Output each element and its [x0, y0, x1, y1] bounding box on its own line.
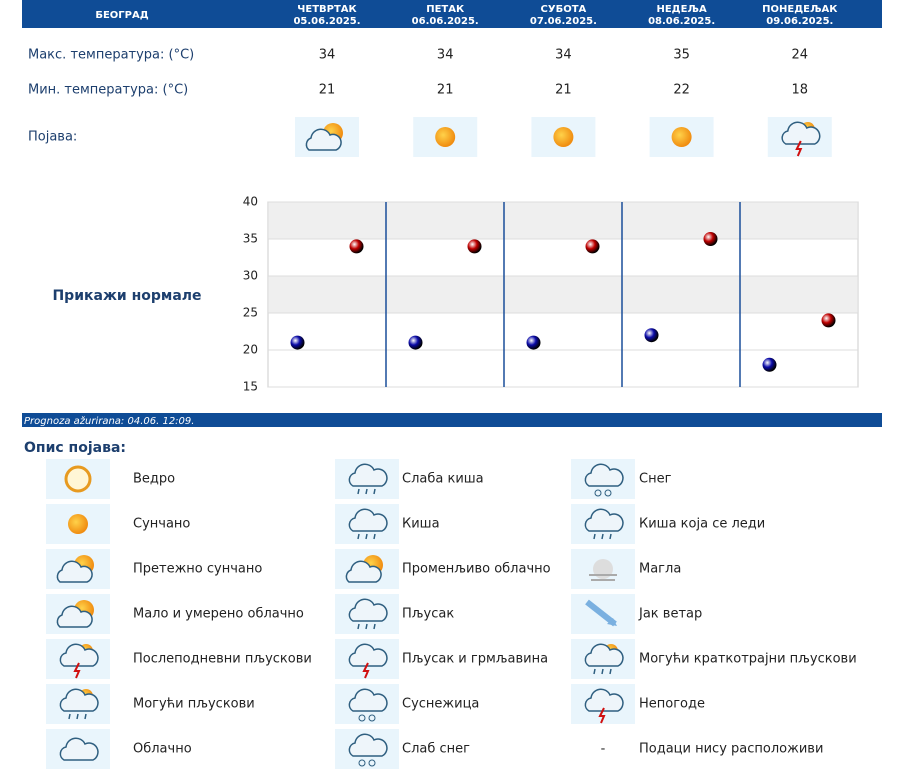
- updated: Prognoza ažurirana: 04.06. 12:09.: [24, 415, 194, 427]
- legend-label: Киша која се леди: [639, 517, 765, 532]
- footer-bar: [22, 413, 882, 427]
- legend-label: Пљусак: [402, 607, 454, 622]
- legend-label: Слаба киша: [402, 472, 484, 487]
- y-tick-label: 30: [243, 269, 258, 283]
- y-tick-label: 35: [243, 232, 258, 246]
- max-temp: 34: [319, 48, 336, 63]
- legend-label: Непогоде: [639, 697, 705, 712]
- min-temp: 22: [673, 83, 690, 98]
- day-date: 05.06.2025.: [293, 16, 360, 27]
- legend-label: Снег: [639, 472, 672, 487]
- legend-label: Сунчано: [133, 517, 190, 532]
- point: [526, 335, 541, 350]
- min-label: Мин. температура: (°C): [28, 83, 188, 98]
- point: [644, 328, 659, 343]
- max-label: Макс. температура: (°C): [28, 48, 194, 63]
- point: [408, 335, 423, 350]
- day-date: 08.06.2025.: [648, 16, 715, 27]
- legend-label: Слаб снег: [402, 742, 470, 757]
- grid-band: [269, 202, 857, 239]
- icon: [68, 514, 88, 534]
- legend-label: Послеподневни пљускови: [133, 652, 312, 667]
- point: [821, 313, 836, 328]
- min-temp: 21: [319, 83, 336, 98]
- header-bar: [22, 0, 882, 28]
- no-data-symbol: -: [601, 742, 606, 757]
- min-temp: 21: [437, 83, 454, 98]
- point: [585, 239, 600, 254]
- legend-label: Јак ветар: [638, 607, 702, 622]
- day-name: ЧЕТВРТАК: [297, 4, 357, 15]
- point: [467, 239, 482, 254]
- y-tick-label: 20: [243, 343, 258, 357]
- legend-label: Пљусак и грмљавина: [402, 652, 548, 667]
- legend-label: Магла: [639, 562, 681, 577]
- day-name: НЕДЕЉА: [656, 4, 706, 15]
- day-date: 09.06.2025.: [766, 16, 833, 27]
- icon: [553, 127, 574, 147]
- legend-label: Променљиво облачно: [402, 562, 551, 577]
- y-tick-label: 40: [243, 195, 258, 209]
- point: [762, 357, 777, 372]
- max-temp: 35: [673, 48, 690, 63]
- legend-label: Мало и умерено облачно: [133, 607, 304, 622]
- min-temp: 21: [555, 83, 572, 98]
- point: [703, 232, 718, 246]
- day-name: ПЕТАК: [426, 4, 465, 15]
- legend-label: Суснежица: [402, 697, 479, 712]
- y-tick-label: 15: [243, 380, 258, 394]
- icon: [671, 127, 692, 147]
- legend-label: Облачно: [133, 742, 192, 757]
- y-tick-label: 25: [243, 306, 258, 320]
- legend-label: Претежно сунчано: [133, 562, 262, 577]
- point: [349, 239, 364, 254]
- icon: [64, 465, 92, 493]
- city: БЕОГРАД: [95, 10, 148, 21]
- grid-band: [269, 276, 857, 313]
- max-temp: 34: [555, 48, 572, 63]
- phenomenon-label: Појава:: [28, 130, 77, 145]
- show-normals[interactable]: Прикажи нормале: [52, 288, 201, 304]
- max-temp: 24: [792, 48, 809, 63]
- day-name: ПОНЕДЕЉАК: [762, 4, 838, 15]
- legend-label: Подаци нису расположиви: [639, 742, 823, 757]
- legend-label: Могући пљускови: [133, 697, 255, 712]
- legend-label: Ведро: [133, 472, 175, 487]
- day-date: 06.06.2025.: [412, 16, 479, 27]
- min-temp: 18: [792, 83, 809, 98]
- day-name: СУБОТА: [541, 4, 587, 15]
- legend-label: Могући краткотрајни пљускови: [639, 652, 857, 667]
- day-date: 07.06.2025.: [530, 16, 597, 27]
- max-temp: 34: [437, 48, 454, 63]
- legend-title: Опис појава:: [24, 440, 126, 456]
- icon: [435, 127, 456, 147]
- point: [290, 335, 305, 350]
- legend-label: Киша: [402, 517, 440, 532]
